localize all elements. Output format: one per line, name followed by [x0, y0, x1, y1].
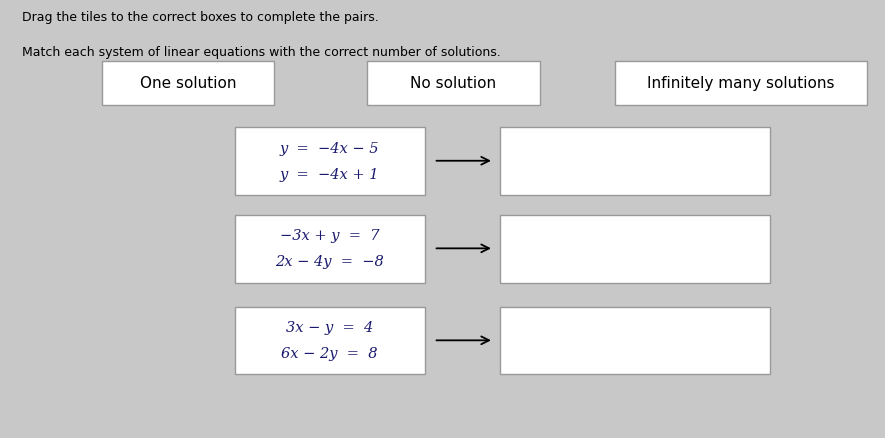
FancyBboxPatch shape [615, 61, 867, 105]
Text: No solution: No solution [411, 76, 496, 91]
FancyBboxPatch shape [500, 215, 770, 283]
Text: y  =  −4x − 5: y = −4x − 5 [280, 142, 380, 156]
FancyBboxPatch shape [102, 61, 274, 105]
FancyBboxPatch shape [367, 61, 540, 105]
FancyBboxPatch shape [500, 307, 770, 374]
Text: Match each system of linear equations with the correct number of solutions.: Match each system of linear equations wi… [22, 46, 501, 59]
Text: 2x − 4y  =  −8: 2x − 4y = −8 [275, 255, 384, 269]
Text: Drag the tiles to the correct boxes to complete the pairs.: Drag the tiles to the correct boxes to c… [22, 11, 379, 24]
Text: y  =  −4x + 1: y = −4x + 1 [280, 168, 380, 181]
FancyBboxPatch shape [235, 307, 425, 374]
FancyBboxPatch shape [500, 127, 770, 195]
Text: −3x + y  =  7: −3x + y = 7 [280, 230, 380, 244]
Text: Infinitely many solutions: Infinitely many solutions [648, 76, 835, 91]
Text: One solution: One solution [140, 76, 236, 91]
FancyBboxPatch shape [235, 127, 425, 195]
Text: 6x − 2y  =  8: 6x − 2y = 8 [281, 347, 378, 361]
Text: 3x − y  =  4: 3x − y = 4 [286, 321, 373, 336]
FancyBboxPatch shape [235, 215, 425, 283]
